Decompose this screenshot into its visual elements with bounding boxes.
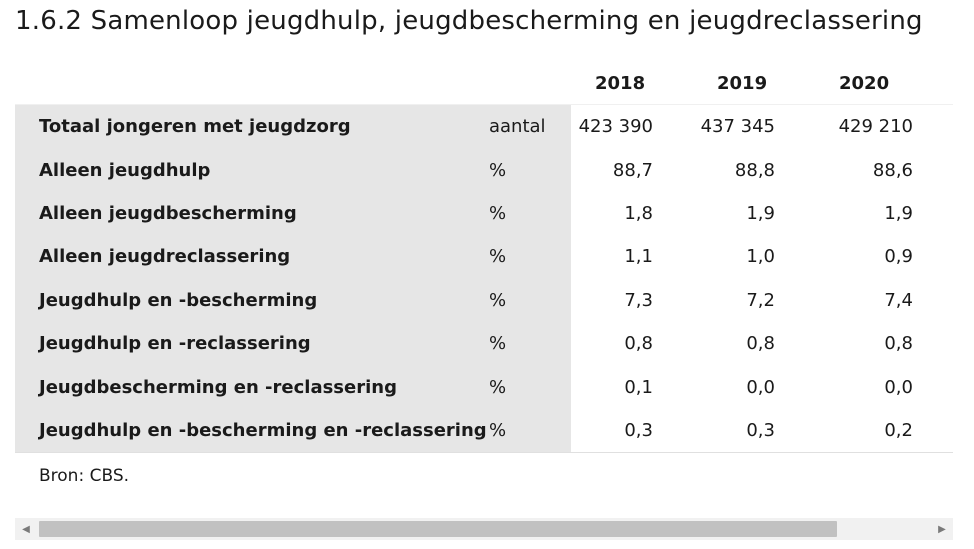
- row-label: Alleen jeugdbescherming: [15, 191, 471, 236]
- table-container: 2018 2019 2020 Totaal jongeren met jeugd…: [15, 62, 953, 454]
- header-label: [15, 62, 471, 105]
- table-row: Jeugdhulp en -reclassering % 0,8 0,8 0,8: [15, 321, 953, 366]
- table-row: Totaal jongeren met jeugdzorg aantal 423…: [15, 104, 953, 149]
- row-value: 0,0: [884, 376, 913, 398]
- row-unit: %: [471, 235, 571, 279]
- scroll-right-arrow-icon[interactable]: ▶: [938, 523, 946, 535]
- row-value: 7,4: [884, 289, 913, 311]
- row-unit: aantal: [471, 104, 571, 149]
- row-unit: %: [471, 365, 571, 409]
- row-label: Jeugdbescherming en -reclassering: [15, 365, 471, 409]
- horizontal-scrollbar[interactable]: ◀ ▶: [15, 518, 953, 540]
- page-title: 1.6.2 Samenloop jeugdhulp, jeugdbescherm…: [15, 6, 923, 36]
- row-value: 88,7: [612, 159, 653, 181]
- row-value: 1,9: [746, 202, 775, 224]
- row-value: 0,3: [693, 408, 815, 454]
- row-label: Jeugdhulp en -bescherming en -reclasseri…: [15, 408, 487, 454]
- row-value: 7,3: [624, 289, 653, 311]
- row-value: 1,8: [624, 202, 653, 224]
- row-value: 0,8: [884, 333, 913, 355]
- header-year: 2018: [595, 72, 646, 94]
- row-value: 0,9: [884, 246, 913, 268]
- row-value: 1,9: [884, 202, 913, 224]
- header-unit: [471, 62, 571, 105]
- row-unit: %: [471, 321, 571, 366]
- row-unit: %: [471, 278, 571, 322]
- source-note: Bron: CBS.: [39, 466, 130, 486]
- header-year: 2019: [717, 72, 768, 94]
- row-value: 423 390: [571, 104, 693, 149]
- row-value: 88,6: [872, 159, 913, 181]
- row-label: Alleen jeugdreclassering: [15, 235, 471, 279]
- data-table: 2018 2019 2020 Totaal jongeren met jeugd…: [15, 62, 953, 454]
- row-value: 7,2: [746, 289, 775, 311]
- table-row: Alleen jeugdreclassering % 1,1 1,0 0,9: [15, 235, 953, 279]
- row-label: Totaal jongeren met jeugdzorg: [15, 104, 471, 149]
- scroll-left-arrow-icon[interactable]: ◀: [22, 523, 30, 535]
- row-value: 0,8: [624, 333, 653, 355]
- row-value: 0,2: [815, 408, 953, 454]
- row-value: 429 210: [815, 104, 953, 149]
- row-value: 0,3: [571, 408, 693, 454]
- row-value: 88,8: [734, 159, 775, 181]
- row-label: Alleen jeugdhulp: [15, 148, 471, 192]
- table-row: Jeugdbescherming en -reclassering % 0,1 …: [15, 365, 953, 409]
- row-unit: %: [471, 148, 571, 192]
- row-value: 0,1: [624, 376, 653, 398]
- row-value: 437 345: [693, 104, 815, 149]
- table-row: Alleen jeugdbescherming % 1,8 1,9 1,9: [15, 191, 953, 236]
- row-value: 1,1: [624, 246, 653, 268]
- header-year: 2020: [839, 72, 890, 94]
- row-value: 0,0: [746, 376, 775, 398]
- table-row: Jeugdhulp en -bescherming % 7,3 7,2 7,4: [15, 278, 953, 322]
- row-label: Jeugdhulp en -reclassering: [15, 321, 471, 366]
- table-row: Jeugdhulp en -bescherming en -reclasseri…: [15, 408, 953, 454]
- row-value: 0,8: [746, 333, 775, 355]
- table-row: Alleen jeugdhulp % 88,7 88,8 88,6: [15, 148, 953, 192]
- row-value: 1,0: [746, 246, 775, 268]
- row-unit: %: [471, 191, 571, 236]
- table-header-row: 2018 2019 2020: [15, 62, 953, 105]
- row-unit: %: [471, 408, 571, 454]
- scrollbar-thumb[interactable]: [39, 521, 837, 537]
- row-label: Jeugdhulp en -bescherming: [15, 278, 471, 322]
